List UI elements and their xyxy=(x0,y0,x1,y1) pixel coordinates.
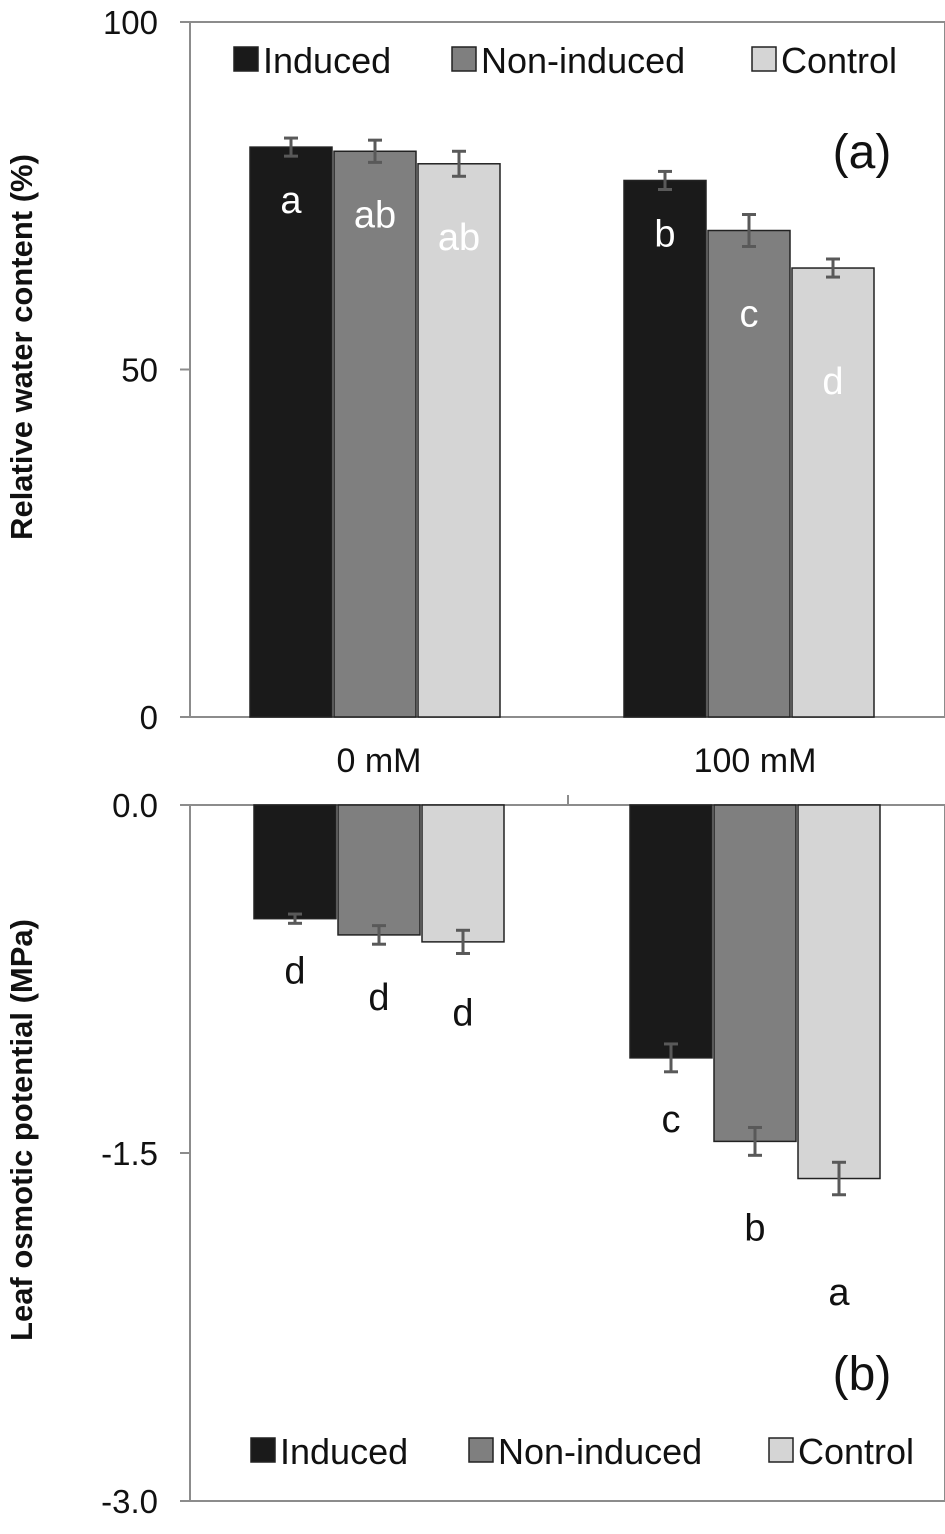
bar-control-0 xyxy=(421,804,505,943)
legend-swatch-non-induced xyxy=(468,1437,494,1463)
significance-letter: a xyxy=(828,1272,850,1314)
legend-label: Non-induced xyxy=(481,40,685,81)
significance-letter: d xyxy=(368,977,389,1019)
legend-b: Induced Non-induced Control xyxy=(250,1431,914,1472)
bar-non-induced-1 xyxy=(707,229,791,718)
significance-letter: b xyxy=(654,213,675,255)
legend-label: Induced xyxy=(263,40,391,81)
y-axis-a: 100 50 0 xyxy=(103,4,190,736)
y-tick-label: -1.5 xyxy=(101,1135,158,1172)
y-tick-label: 0.0 xyxy=(112,787,158,824)
y-axis-label-b: Leaf osmotic potential (MPa) xyxy=(4,919,39,1341)
y-axis-b: 0.0 -1.5 -3.0 xyxy=(101,787,569,1520)
y-tick-label: 50 xyxy=(121,352,158,389)
x-tick-label: 100 mM xyxy=(694,742,817,780)
significance-letter: b xyxy=(744,1207,765,1249)
legend-swatch-control xyxy=(751,46,777,72)
significance-letter: d xyxy=(452,992,473,1034)
bar-control-1 xyxy=(797,804,881,1180)
legend-swatch-control xyxy=(768,1437,794,1463)
legend-label: Non-induced xyxy=(498,1431,702,1472)
significance-letter: d xyxy=(284,950,305,992)
legend-a: Induced Non-induced Control xyxy=(233,40,897,81)
panel-label-a: (a) xyxy=(833,126,892,179)
bar-non-induced-0 xyxy=(333,150,417,718)
legend-label: Induced xyxy=(280,1431,408,1472)
bar-control-1 xyxy=(791,267,875,718)
legend-swatch-non-induced xyxy=(451,46,477,72)
bar-non-induced-1 xyxy=(713,804,797,1143)
bars-b: d c d b d a xyxy=(253,804,881,1314)
significance-letter: c xyxy=(740,294,759,336)
significance-letter: d xyxy=(822,361,843,403)
significance-letter: ab xyxy=(438,217,480,259)
y-tick-label: -3.0 xyxy=(101,1483,158,1520)
y-axis-label-a: Relative water content (%) xyxy=(4,154,39,540)
bar-induced-0 xyxy=(253,804,337,920)
legend-swatch-induced xyxy=(250,1437,276,1463)
legend-label: Control xyxy=(798,1431,914,1472)
significance-letter: c xyxy=(662,1099,681,1141)
legend-label: Control xyxy=(781,40,897,81)
y-tick-label: 0 xyxy=(140,699,158,736)
bar-induced-0 xyxy=(249,146,333,718)
x-tick-label: 0 mM xyxy=(337,742,422,780)
legend-swatch-induced xyxy=(233,46,259,72)
y-tick-label: 100 xyxy=(103,4,158,41)
bar-induced-1 xyxy=(629,804,713,1059)
bar-non-induced-0 xyxy=(337,804,421,936)
significance-letter: ab xyxy=(354,194,396,236)
bar-control-0 xyxy=(417,163,501,718)
x-tick-labels-a: 0 mM 100 mM xyxy=(337,742,817,780)
significance-letter: a xyxy=(280,180,302,222)
panel-label-b: (b) xyxy=(833,1348,892,1401)
panel-b: d c d b d a 0.0 -1.5 -3.0 Leaf osmotic potentia… xyxy=(4,787,945,1520)
bar-induced-1 xyxy=(623,179,707,718)
